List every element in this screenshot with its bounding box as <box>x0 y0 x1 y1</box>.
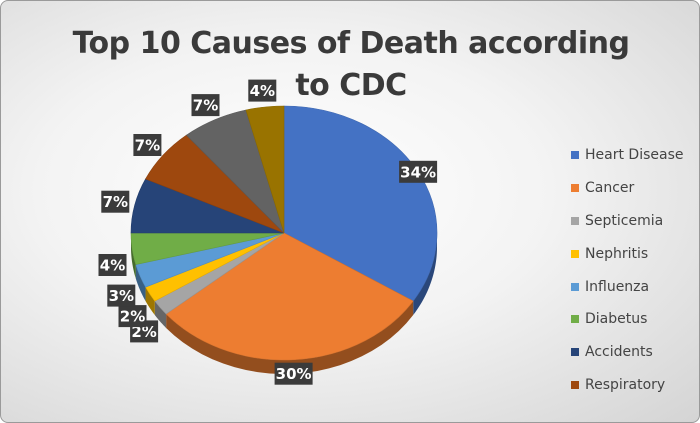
svg-text:30%: 30% <box>276 365 312 383</box>
data-label-5: 4% <box>98 254 127 276</box>
legend-label: Septicemia <box>585 212 664 229</box>
data-label-4: 3% <box>107 284 136 307</box>
pie-side-1 <box>166 301 414 374</box>
svg-text:4%: 4% <box>250 82 275 100</box>
pie-side-0 <box>413 233 437 316</box>
legend-swatch <box>571 282 579 291</box>
legend-label: Heart Disease <box>585 147 684 164</box>
svg-text:7%: 7% <box>103 193 128 211</box>
svg-text:4%: 4% <box>100 257 125 275</box>
svg-text:2%: 2% <box>120 308 145 326</box>
data-label-3: 2% <box>118 305 147 328</box>
svg-text:7%: 7% <box>193 97 218 115</box>
data-label-9: 4% <box>248 79 277 102</box>
legend-label: Cancer <box>585 180 635 197</box>
legend-swatch <box>571 380 579 389</box>
legend-item-influenza: Influenza <box>571 270 696 303</box>
pie-side-4 <box>135 264 146 302</box>
legend-item-accidents: Accidents <box>571 336 696 369</box>
pie-labels: 34% 30% 2%2% 3% 4% 7% 7% 7% 4% <box>98 79 438 385</box>
legend-swatch <box>571 216 579 225</box>
chart-title: Top 10 Causes of Death according to CDC <box>72 26 630 103</box>
legend-label: Nephritis <box>585 245 649 262</box>
data-label-1: 30% <box>274 362 313 385</box>
pie-slice-9 <box>245 105 285 234</box>
legend-label: Respiratory <box>585 376 666 393</box>
legend-label: Influenza <box>585 278 650 295</box>
legend-swatch <box>571 249 579 258</box>
legend-item-septicemia: Septicemia <box>571 205 696 238</box>
svg-text:7%: 7% <box>135 137 160 155</box>
legend-item-cancer: Cancer <box>571 172 696 205</box>
pie-slice-1 <box>165 232 414 361</box>
pie-side-3 <box>145 287 155 316</box>
data-label-7: 7% <box>133 134 162 156</box>
legend-item-diabetus: Diabetus <box>571 303 696 336</box>
legend-swatch <box>571 348 579 357</box>
legend-item-nephritis: Nephritis <box>571 237 696 270</box>
data-label-8: 7% <box>191 94 220 117</box>
pie-side-2 <box>154 301 167 328</box>
legend-swatch <box>571 184 579 193</box>
legend-swatch <box>571 315 579 324</box>
legend-item-heart-disease: Heart Disease <box>571 139 696 172</box>
data-label-6: 7% <box>101 190 130 213</box>
svg-text:2%: 2% <box>131 323 156 341</box>
legend-swatch <box>571 151 579 160</box>
data-label-0: 34% <box>399 160 438 183</box>
legend-label: Diabetus <box>585 311 648 328</box>
legend-item-respiratory: Respiratory <box>571 369 696 402</box>
legend: Heart Disease Cancer Septicemia Nephritis In… <box>571 139 696 401</box>
svg-text:3%: 3% <box>109 287 134 305</box>
legend-label: Accidents <box>585 344 653 361</box>
pie-top <box>130 105 438 361</box>
svg-text:34%: 34% <box>400 163 436 181</box>
